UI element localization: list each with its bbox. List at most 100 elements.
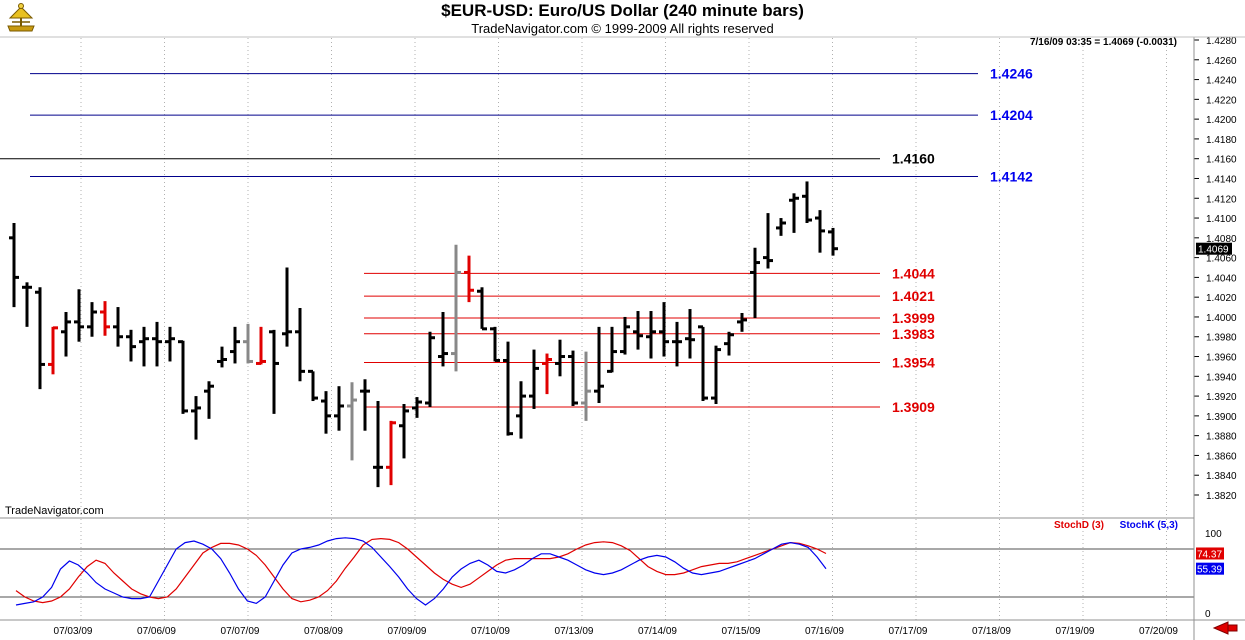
ohlc-bar: [659, 302, 669, 357]
axis-tick-label: 1.3820: [1206, 491, 1237, 502]
axis-tick-label: 1.4100: [1206, 214, 1237, 225]
axis-tick-label: 1.4280: [1206, 36, 1237, 47]
ohlc-bar: [48, 326, 58, 375]
level-label: 1.4204: [990, 107, 1033, 123]
price-bars: [9, 181, 838, 488]
ohlc-bar: [139, 326, 149, 367]
ohlc-bar: [100, 301, 110, 336]
ohlc-bar: [35, 287, 45, 390]
ohlc-bar: [672, 321, 682, 367]
ohlc-bar: [555, 339, 565, 377]
ohlc-bar: [620, 316, 630, 355]
ohlc-bar: [230, 326, 240, 364]
stoch-last-label: 74.37: [1197, 549, 1222, 560]
ohlc-bar: [711, 345, 721, 404]
axis-tick-label: 1.4140: [1206, 174, 1237, 185]
axis-tick-label: 1.4200: [1206, 115, 1237, 126]
date-tick-label: 07/15/09: [722, 626, 761, 637]
date-tick-label: 07/08/09: [304, 626, 343, 637]
ohlc-bar: [490, 326, 500, 362]
ohlc-bar: [451, 244, 461, 372]
ohlc-bar: [789, 193, 799, 233]
date-tick-label: 07/07/09: [221, 626, 260, 637]
stoch-last-label: 55.39: [1197, 565, 1222, 576]
date-tick-label: 07/10/09: [471, 626, 510, 637]
ohlc-bar: [750, 247, 760, 318]
indicator-axis: 100 0 74.37 55.39: [1196, 529, 1224, 620]
ohlc-bar: [438, 312, 448, 367]
axis-tick-label: 1.4260: [1206, 56, 1237, 67]
stoch-last-box: [1196, 562, 1224, 575]
axis-tick-label: 1.4040: [1206, 273, 1237, 284]
ohlc-bar: [516, 381, 526, 439]
ohlc-bar: [321, 391, 331, 434]
stoch-series-line: [15, 537, 827, 606]
trade-navigator-logo-icon: [4, 2, 38, 34]
date-tick-label: 07/14/09: [638, 626, 677, 637]
axis-tick-label: 1.3960: [1206, 353, 1237, 364]
date-tick-label: 07/03/09: [54, 626, 93, 637]
stoch-series-line: [15, 537, 827, 604]
axis-tick-label: 1.3880: [1206, 432, 1237, 443]
ohlc-bar: [477, 287, 487, 331]
ohlc-bar: [581, 351, 591, 421]
legend-stochk: StochK (5,3): [1120, 520, 1178, 531]
last-price-box: [1196, 242, 1232, 255]
ohlc-bar: [256, 326, 266, 365]
ohlc-bar: [802, 181, 812, 223]
ohlc-bar: [685, 309, 695, 359]
date-tick-label: 07/13/09: [555, 626, 594, 637]
axis-tick-label: 1.4240: [1206, 76, 1237, 87]
ohlc-bar: [360, 379, 370, 431]
indicator-grid: [0, 519, 1194, 620]
ohlc-bar: [425, 331, 435, 407]
date-tick-label: 07/17/09: [889, 626, 928, 637]
chart-subtitle: TradeNavigator.com © 1999-2009 All right…: [471, 21, 774, 36]
ohlc-bar: [295, 308, 305, 382]
ohlc-bar: [815, 210, 825, 253]
ohlc-bar: [568, 350, 578, 406]
date-tick-label: 07/16/09: [805, 626, 844, 637]
ohlc-bar: [412, 397, 422, 418]
support-resistance-lines: 1.4246 1.4204 1.4160 1.4142 1.4044 1.4021 1.39…: [0, 66, 1033, 415]
axis-tick-label: 1.4160: [1206, 155, 1237, 166]
axis-tick-label: 1.4060: [1206, 254, 1237, 265]
ohlc-bar: [529, 349, 539, 409]
ohlc-bar: [152, 321, 162, 367]
axis-tick-label: 1.4180: [1206, 135, 1237, 146]
ohlc-bar: [87, 302, 97, 337]
stoch-last-box: [1196, 547, 1224, 560]
indicator-tick-label: 100: [1205, 529, 1222, 540]
watermark-text: TradeNavigator.com: [5, 505, 104, 517]
ohlc-bar: [399, 404, 409, 459]
level-label: 1.4044: [892, 265, 935, 281]
ohlc-bar: [204, 381, 214, 419]
ohlc-bar: [269, 329, 279, 414]
level-label: 1.3999: [892, 310, 935, 326]
ohlc-bar: [386, 420, 396, 486]
level-label: 1.4160: [892, 151, 935, 167]
ohlc-bar: [165, 326, 175, 362]
level-label: 1.3954: [892, 354, 935, 370]
ohlc-bar: [633, 311, 643, 350]
axis-tick-label: 1.3900: [1206, 412, 1237, 423]
date-tick-label: 07/18/09: [972, 626, 1011, 637]
level-label: 1.4246: [990, 66, 1033, 82]
axis-tick-label: 1.4120: [1206, 194, 1237, 205]
ohlc-bar: [217, 346, 227, 368]
ohlc-bar: [178, 340, 188, 414]
indicator-tick-label: 0: [1205, 609, 1211, 620]
ohlc-bar: [74, 289, 84, 342]
scroll-right-icon[interactable]: [1212, 621, 1238, 635]
ohlc-bar: [9, 222, 19, 308]
ohlc-bar: [347, 382, 357, 461]
axis-tick-label: 1.3940: [1206, 372, 1237, 383]
ohlc-bar: [308, 369, 318, 402]
axis-tick-label: 1.3860: [1206, 451, 1237, 462]
ohlc-bar: [282, 267, 292, 347]
date-axis: 07/03/09 07/06/09 07/07/09 07/08/09 07/09/09…: [54, 626, 1179, 637]
ohlc-bar: [724, 331, 734, 356]
ohlc-bar: [126, 329, 136, 362]
date-tick-label: 07/09/09: [388, 626, 427, 637]
ohlc-bar: [373, 401, 383, 488]
